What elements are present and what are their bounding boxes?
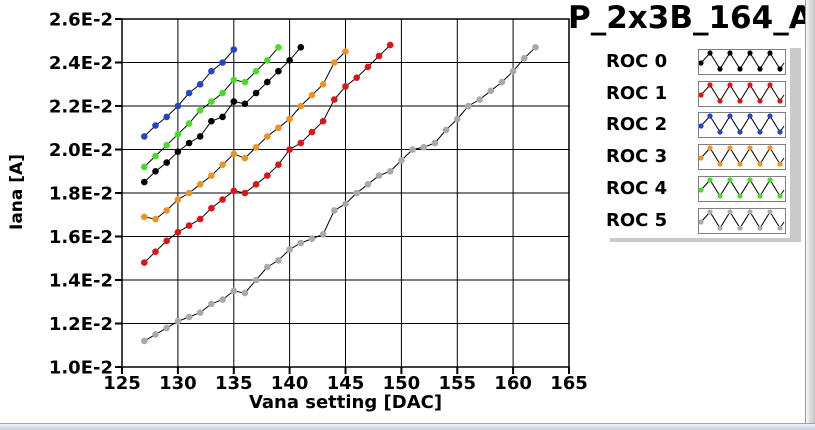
legend-row-roc-5: ROC 5 (599, 207, 790, 236)
svg-text:135: 135 (215, 373, 253, 394)
y-axis-label: Iana [A] (7, 154, 27, 230)
svg-text:2.6E-2: 2.6E-2 (49, 10, 113, 31)
legend-item-label: ROC 0 (606, 51, 668, 72)
series-roc-4 (141, 44, 282, 171)
svg-text:165: 165 (550, 373, 588, 394)
svg-text:130: 130 (159, 373, 197, 394)
plot-frame (121, 18, 570, 368)
legend-item-label: ROC 4 (606, 177, 668, 199)
svg-text:2.0E-2: 2.0E-2 (49, 140, 113, 161)
legend-zigzag (699, 113, 785, 135)
legend-sample-box[interactable] (698, 207, 786, 234)
x-tick-labels: 125 130 135 140 145 150 155 160 165 (103, 373, 588, 394)
panel-bevel-bottom (0, 423, 815, 430)
legend-zigzag (699, 82, 785, 104)
series-roc-2 (141, 46, 238, 140)
legend-zigzag (699, 145, 785, 167)
legend-panel: ROC 0 ROC 1 ROC 2 ROC 3 ROC 4 ROC 5 (599, 44, 790, 238)
legend-row-roc-1: ROC 1 (599, 80, 790, 109)
legend-sample-box[interactable] (698, 144, 786, 171)
x-axis-label: Vana setting [DAC] (248, 392, 443, 413)
module-title: P_2x3B_164_A (568, 0, 813, 36)
axis-ticks (115, 18, 570, 374)
svg-text:1.2E-2: 1.2E-2 (49, 314, 113, 335)
legend-zigzag (699, 50, 785, 72)
svg-text:125: 125 (103, 373, 141, 394)
legend-row-roc-0: ROC 0 (599, 49, 790, 77)
legend-sample-box[interactable] (698, 80, 786, 107)
legend-sample-box[interactable] (698, 175, 786, 202)
legend-item-label: ROC 2 (606, 114, 668, 136)
svg-text:145: 145 (327, 373, 365, 394)
legend-sample-box[interactable] (698, 112, 786, 139)
legend-row-roc-3: ROC 3 (599, 144, 790, 172)
legend-row-roc-4: ROC 4 (599, 175, 790, 204)
legend-item-label: ROC 5 (606, 209, 668, 231)
legend-item-label: ROC 1 (606, 82, 668, 104)
svg-text:2.4E-2: 2.4E-2 (49, 53, 113, 74)
svg-text:155: 155 (439, 373, 477, 394)
svg-text:1.4E-2: 1.4E-2 (49, 271, 113, 292)
legend-row-roc-2: ROC 2 (599, 112, 790, 140)
series-roc-1 (141, 41, 394, 266)
series-roc-3 (141, 48, 349, 223)
legend-zigzag (699, 177, 785, 199)
svg-text:150: 150 (383, 373, 421, 394)
y-tick-labels: 1.0E-2 1.2E-2 1.4E-2 1.6E-2 1.8E-2 2.0E-2 2.2E… (49, 10, 113, 379)
svg-text:2.2E-2: 2.2E-2 (49, 97, 113, 118)
series-roc-0 (141, 44, 305, 186)
svg-text:160: 160 (494, 373, 532, 394)
svg-text:140: 140 (271, 373, 309, 394)
legend-zigzag (699, 208, 785, 231)
svg-text:1.8E-2: 1.8E-2 (49, 184, 113, 205)
svg-text:1.0E-2: 1.0E-2 (49, 358, 113, 379)
series-roc-5 (141, 44, 539, 345)
legend-item-label: ROC 3 (606, 146, 668, 168)
svg-text:1.6E-2: 1.6E-2 (49, 227, 113, 248)
panel-bevel-right (805, 0, 815, 430)
legend-sample-box[interactable] (698, 49, 786, 75)
